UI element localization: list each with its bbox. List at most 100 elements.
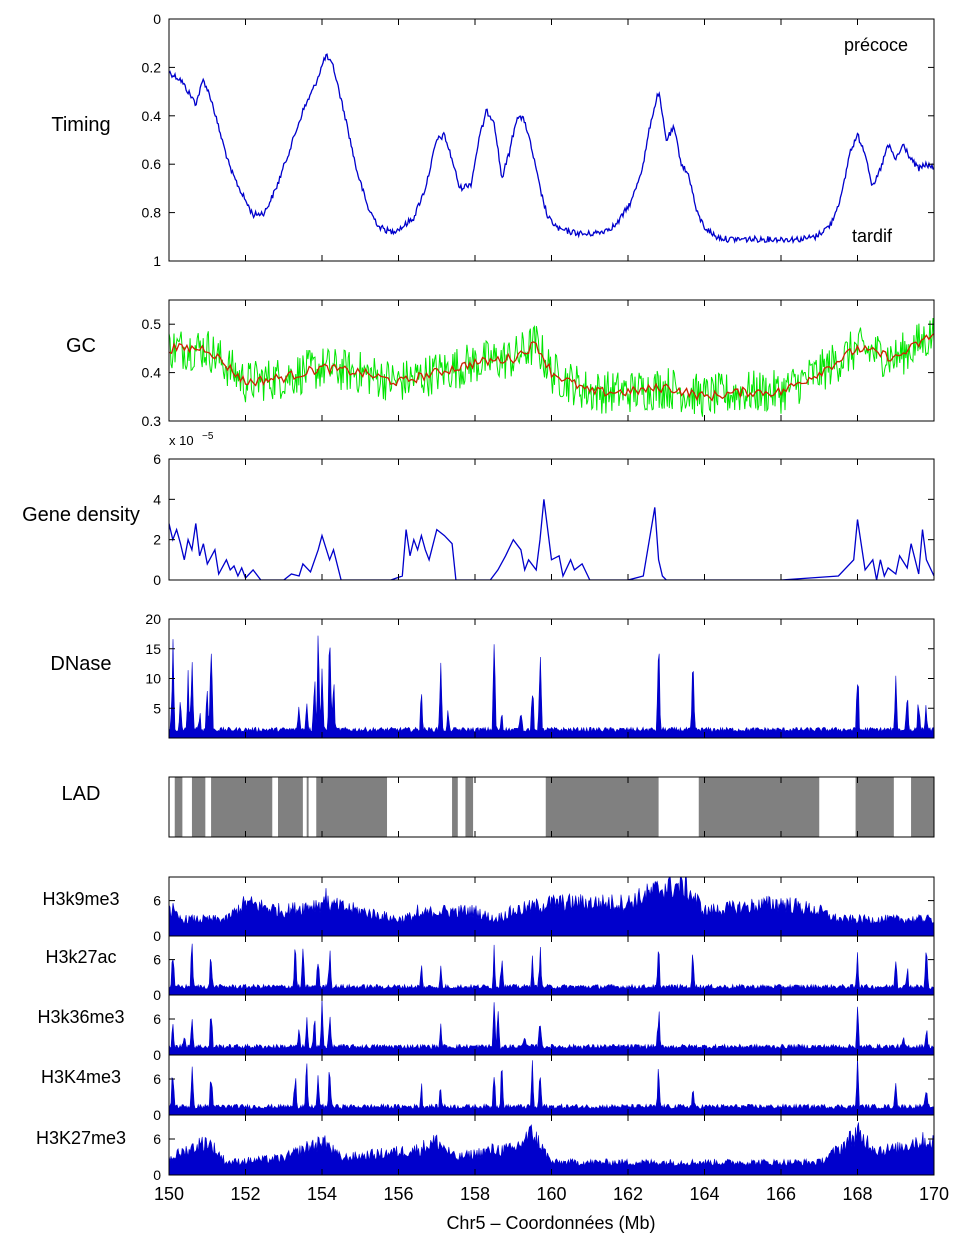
y-tick-label: 0 — [153, 928, 161, 944]
y-tick-label: 0.8 — [142, 205, 162, 221]
annotation-early: précoce — [844, 35, 908, 55]
plot-area — [174, 777, 934, 837]
y-tick-label: 0 — [153, 1107, 161, 1123]
y-tick-label: 2 — [153, 532, 161, 548]
panels: Timing 0 0.2 0.4 0.6 0.8 1 précoce tardif GC 0.3 0.… — [22, 11, 935, 1183]
annotation-late: tardif — [852, 226, 893, 246]
plot-area — [169, 943, 934, 995]
x-axis-label: Chr5 – Coordonnées (Mb) — [446, 1213, 655, 1233]
y-tick-label: 20 — [145, 611, 161, 627]
plot-area — [169, 53, 934, 245]
panel-frame — [168, 299, 935, 422]
lad-segment — [545, 777, 659, 837]
y-tick-label: 6 — [153, 1011, 161, 1027]
x-tick-label: 156 — [383, 1184, 413, 1204]
exponent-power: −5 — [202, 431, 214, 442]
lad-segment — [452, 777, 458, 837]
y-tick-label: 4 — [153, 491, 161, 507]
panel-h3k36me3: H3k36me3 0 6 — [37, 994, 935, 1063]
y-tick-label: 0.4 — [142, 108, 162, 124]
plot-area — [169, 1056, 934, 1115]
y-tick-label: 0.2 — [142, 59, 162, 75]
y-tick-label: 0.4 — [142, 365, 162, 381]
x-tick-label: 160 — [536, 1184, 566, 1204]
y-axis-label: Gene density — [22, 504, 140, 526]
lad-segment — [174, 777, 183, 837]
panel-h3k27me3: H3K27me3 0 6 — [36, 1114, 935, 1183]
panel-timing: Timing 0 0.2 0.4 0.6 0.8 1 précoce tardif — [51, 11, 935, 269]
panel-h3k4me3: H3K4me3 0 6 — [41, 1054, 935, 1123]
x-tick-label: 158 — [460, 1184, 490, 1204]
y-axis-label: H3K4me3 — [41, 1067, 121, 1087]
y-tick-label: 0 — [153, 1047, 161, 1063]
y-tick-label: 0.6 — [142, 156, 162, 172]
y-tick-label: 0 — [153, 11, 161, 27]
y-axis-label: GC — [66, 335, 96, 357]
y-tick-label: 0 — [153, 572, 161, 588]
y-axis-label: H3k27ac — [45, 947, 116, 967]
y-tick-label: 15 — [145, 641, 161, 657]
y-tick-label: 1 — [153, 253, 161, 269]
signal-area — [169, 999, 934, 1055]
lad-segment — [278, 777, 303, 837]
y-tick-label: 0 — [153, 1167, 161, 1183]
signal-area — [169, 1122, 934, 1175]
y-tick-label: 0.3 — [142, 413, 162, 429]
y-tick-label: 10 — [145, 671, 161, 687]
panel-gc: GC 0.3 0.4 0.5 — [66, 299, 935, 429]
panel-frame — [168, 618, 935, 739]
y-axis-label: H3K27me3 — [36, 1128, 126, 1148]
y-axis-label: LAD — [62, 783, 101, 805]
panel-frame — [168, 458, 935, 581]
x-tick-label: 168 — [842, 1184, 872, 1204]
x-tick-label: 154 — [307, 1184, 337, 1204]
y-tick-label: 6 — [153, 1131, 161, 1147]
y-tick-label: 6 — [153, 1071, 161, 1087]
x-tick-label: 166 — [766, 1184, 796, 1204]
lad-segment — [316, 777, 388, 837]
plot-area — [169, 999, 934, 1055]
signal-area — [169, 943, 934, 995]
x-tick-label: 164 — [689, 1184, 719, 1204]
exponent-label: x 10 — [169, 433, 194, 448]
x-tick-label: 162 — [613, 1184, 643, 1204]
lad-segment — [911, 777, 934, 837]
signal-area — [169, 635, 934, 738]
y-axis-label: H3k9me3 — [42, 889, 119, 909]
series-line-0 — [169, 53, 934, 245]
lad-segment — [465, 777, 474, 837]
lad-segment — [698, 777, 820, 837]
y-tick-label: 0.5 — [142, 316, 162, 332]
y-tick-label: 6 — [153, 952, 161, 968]
x-axis: 150 152 154 156 158 160 162 164 166 168 170 — [154, 1184, 949, 1204]
plot-area — [169, 877, 934, 936]
plot-area — [169, 1122, 934, 1175]
panel-frame — [168, 18, 935, 262]
plot-area — [169, 635, 934, 738]
x-tick-label: 150 — [154, 1184, 184, 1204]
lad-segment — [211, 777, 273, 837]
y-tick-label: 6 — [153, 451, 161, 467]
y-axis-label: H3k36me3 — [37, 1007, 124, 1027]
x-tick-label: 152 — [230, 1184, 260, 1204]
y-axis-label: Timing — [51, 114, 110, 136]
signal-area — [169, 1056, 934, 1115]
series-line-1 — [169, 333, 934, 402]
plot-area — [169, 317, 934, 417]
y-tick-label: 6 — [153, 893, 161, 909]
lad-segment — [306, 777, 309, 837]
panel-h3k9me3: H3k9me3 0 6 — [42, 876, 935, 944]
series-line-0 — [169, 499, 934, 580]
y-tick-label: 0 — [153, 987, 161, 1003]
y-tick-label: 5 — [153, 700, 161, 716]
y-axis-label: DNase — [50, 653, 111, 675]
panel-gene-density: Gene density 0 2 4 6 x 10 −5 — [22, 431, 935, 588]
panel-lad: LAD — [62, 776, 935, 838]
plot-area — [169, 499, 934, 580]
series-line-0 — [169, 317, 934, 417]
lad-segment — [191, 777, 206, 837]
panel-h3k27ac: H3k27ac 0 6 — [45, 935, 935, 1003]
lad-segment — [855, 777, 894, 837]
x-tick-label: 170 — [919, 1184, 949, 1204]
